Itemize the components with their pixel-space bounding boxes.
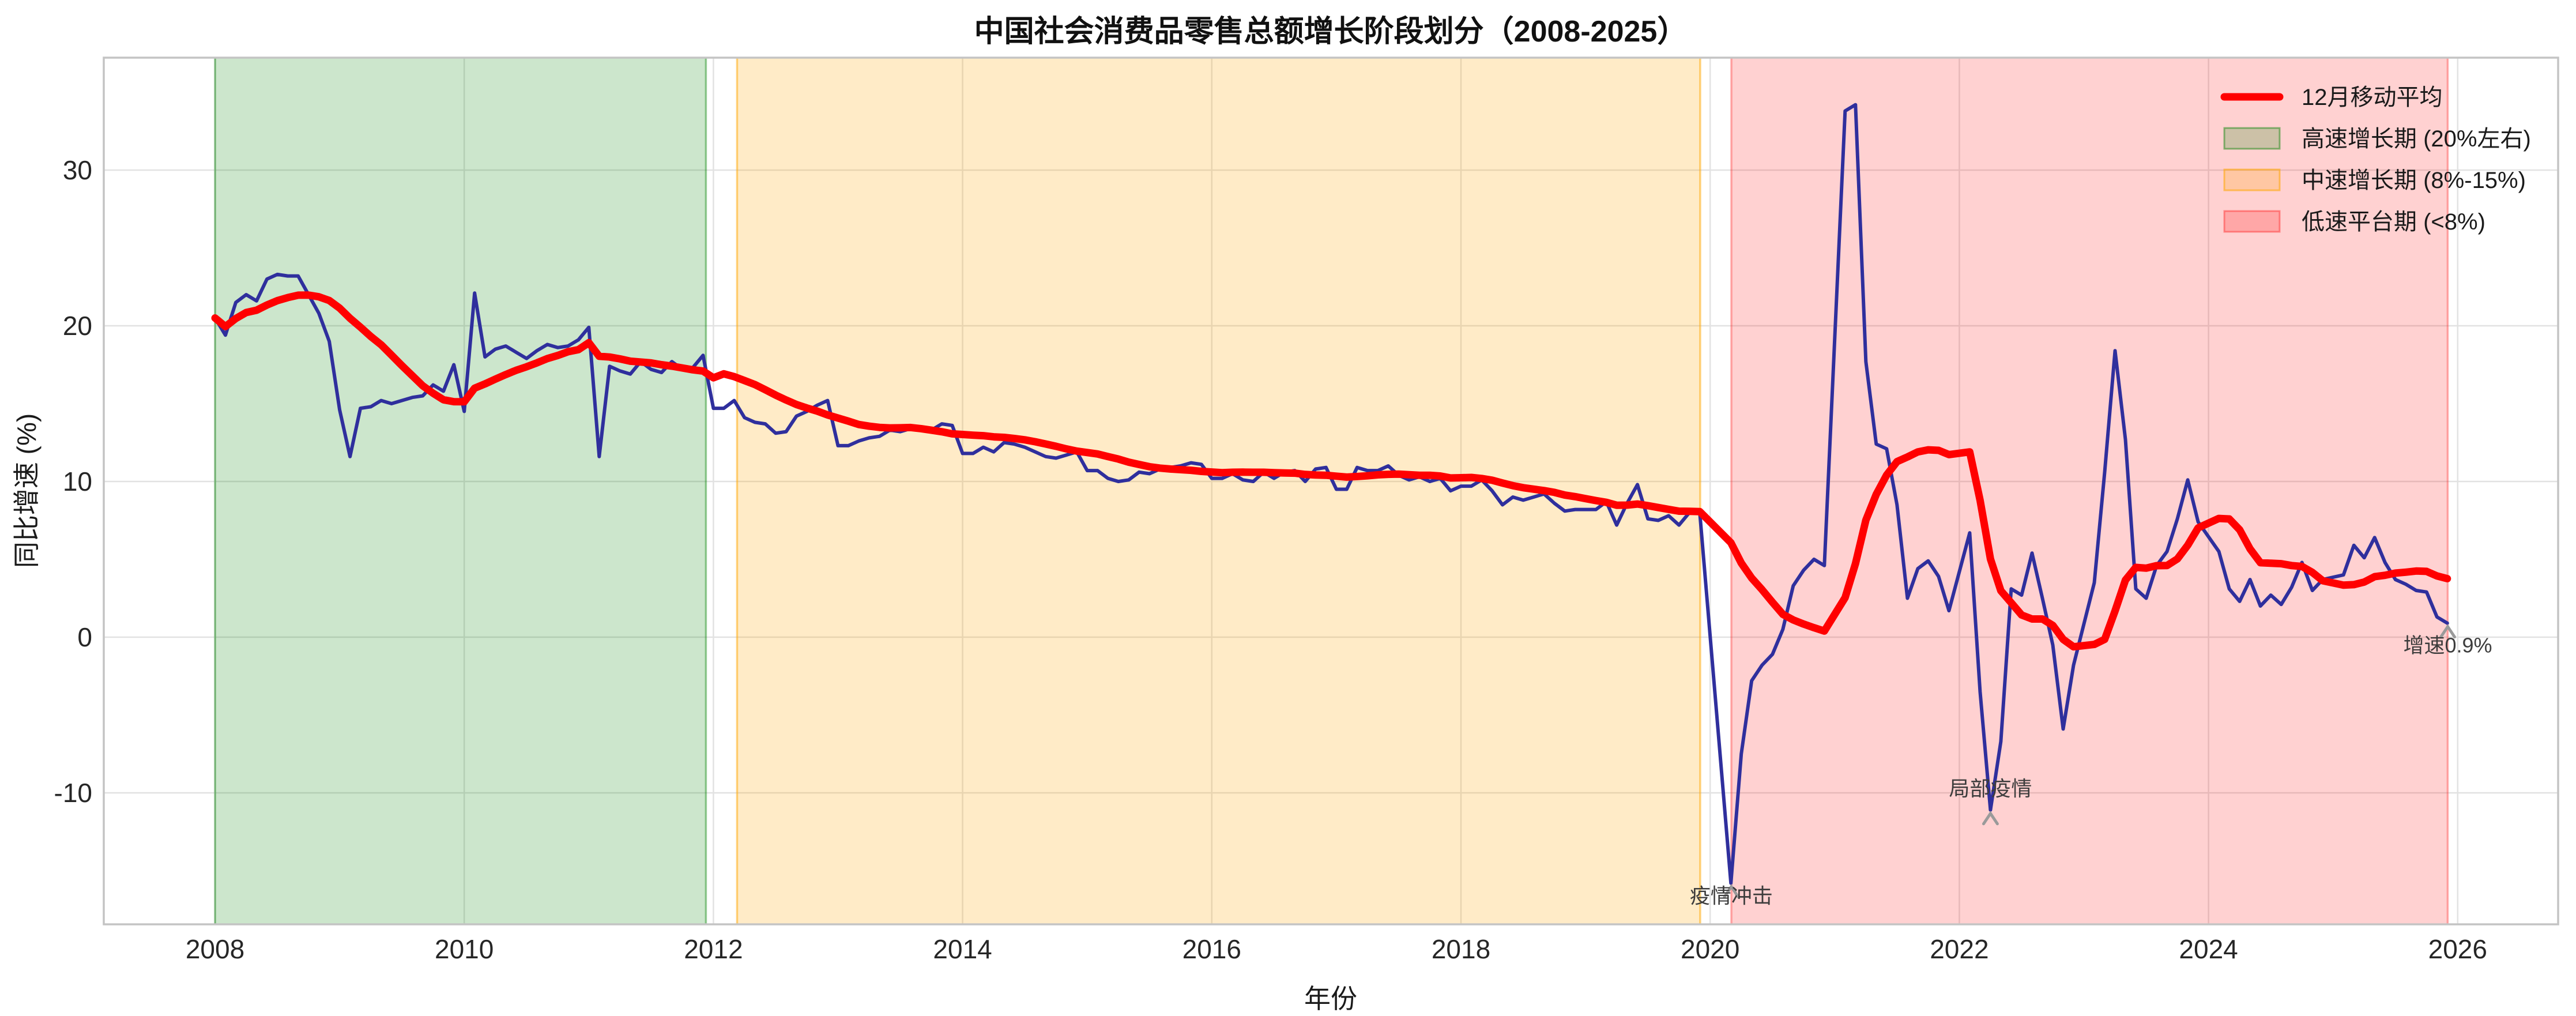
x-tick-label: 2016 [1182,934,1241,964]
x-tick-label: 2026 [2428,934,2487,964]
legend-entry-label: 低速平台期 (<8%) [2302,209,2485,235]
legend-entry-label: 高速增长期 (20%左右) [2302,126,2531,152]
annotation-label: 疫情冲击 [1690,884,1773,908]
y-axis-label: 同比增速 (%) [12,413,42,568]
series-lines [211,103,2451,885]
x-tick-label: 2014 [933,934,992,964]
annotation-marker [1982,811,1999,826]
moving-average-line [211,291,2451,651]
annotation-marker [2439,624,2457,639]
chart-title: 中国社会消费品零售总额增长阶段划分（2008-2025） [974,15,1688,48]
x-tick-label: 2020 [1681,934,1739,964]
x-tick-labels: 2008 2010 2012 2014 2016 2018 2020 2022 2024 2026 [186,934,2487,964]
phase-region-high-speed [215,58,706,924]
y-tick-labels: -10 0 10 20 30 [54,155,92,808]
y-tick-label: 20 [63,311,92,341]
annotation-label: 增速0.9% [2403,634,2492,657]
legend-entry-label: 12月移动平均 [2302,85,2443,110]
x-tick-label: 2008 [186,934,244,964]
y-tick-label: -10 [54,778,92,808]
x-tick-label: 2022 [1930,934,1989,964]
phase-region-low-plateau [1731,58,2448,924]
x-tick-label: 2010 [435,934,494,964]
x-tick-label: 2018 [1432,934,1490,964]
legend-swatch-patch [2223,168,2281,191]
x-tick-label: 2012 [684,934,743,964]
plot-frame [103,57,2559,925]
annotation-label: 局部疫情 [1949,777,2032,800]
legend-swatch-patch [2223,210,2281,233]
annotation-marker [1723,884,1740,899]
y-tick-label: 30 [63,155,92,185]
phase-regions [214,58,2449,924]
x-axis-label: 年份 [1304,984,1357,1014]
legend-entry-label: 中速增长期 (8%-15%) [2302,168,2526,193]
annotations: 疫情冲击 局部疫情 增速0.9% [1690,624,2492,908]
y-tick-label: 0 [77,622,92,652]
x-tick-label: 2024 [2179,934,2238,964]
legend-swatch-patch [2223,127,2281,150]
y-tick-label: 10 [63,466,92,496]
